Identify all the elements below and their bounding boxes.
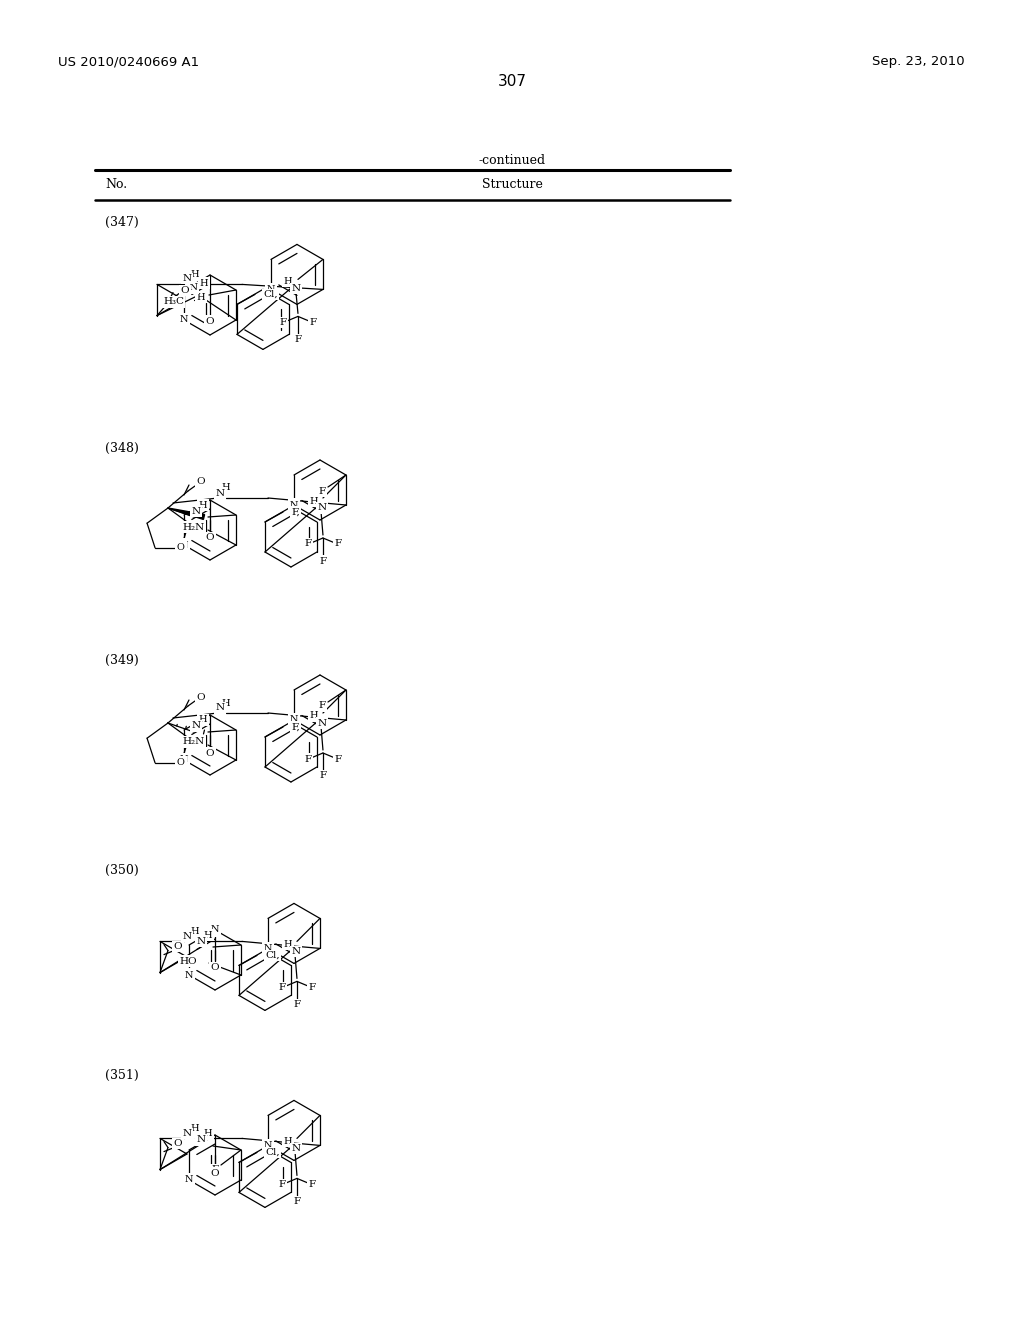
Text: H₂N: H₂N <box>183 738 205 747</box>
Text: F: F <box>319 771 327 780</box>
Text: H: H <box>284 940 292 949</box>
Text: F,: F, <box>291 507 300 516</box>
Text: N: N <box>191 722 201 730</box>
Text: Cl,: Cl, <box>265 950 280 960</box>
Text: N: N <box>264 944 272 953</box>
Text: O: O <box>180 286 189 296</box>
Text: N: N <box>191 507 201 516</box>
Text: Cl,: Cl, <box>263 290 278 298</box>
Text: N: N <box>180 315 188 325</box>
Text: (351): (351) <box>105 1068 138 1081</box>
Text: H: H <box>284 277 292 286</box>
Text: H: H <box>284 1137 292 1146</box>
Text: F: F <box>335 755 342 763</box>
Text: Sep. 23, 2010: Sep. 23, 2010 <box>872 55 965 69</box>
Text: N: N <box>317 718 327 727</box>
Text: H: H <box>199 715 207 725</box>
Text: N: N <box>182 1129 191 1138</box>
Text: (349): (349) <box>105 653 138 667</box>
Text: (348): (348) <box>105 441 139 454</box>
Text: O: O <box>197 478 205 487</box>
Text: N: N <box>180 540 188 549</box>
Text: H: H <box>204 931 212 940</box>
Text: 307: 307 <box>498 74 526 90</box>
Text: F: F <box>319 557 327 565</box>
Text: N: N <box>184 1176 194 1184</box>
Text: N: N <box>184 970 194 979</box>
Text: N: N <box>215 704 224 713</box>
Polygon shape <box>168 508 205 520</box>
Text: H: H <box>204 1130 212 1138</box>
Text: H: H <box>200 279 208 288</box>
Text: N: N <box>182 275 191 282</box>
Text: Structure: Structure <box>481 178 543 191</box>
Text: N: N <box>197 936 206 945</box>
Text: (347): (347) <box>105 215 138 228</box>
Text: H: H <box>190 927 200 936</box>
Text: F: F <box>335 540 342 549</box>
Text: H: H <box>197 293 205 301</box>
Text: O: O <box>211 1168 219 1177</box>
Text: H: H <box>309 711 318 721</box>
Text: O: O <box>211 964 219 973</box>
Text: F: F <box>294 335 301 345</box>
Text: HO: HO <box>179 957 197 965</box>
Text: O: O <box>177 758 185 767</box>
Text: N: N <box>292 284 300 293</box>
Text: F: F <box>318 701 326 710</box>
Text: N: N <box>197 1135 206 1144</box>
Text: N: N <box>188 284 198 293</box>
Text: N: N <box>292 1144 300 1152</box>
Text: F,: F, <box>291 722 300 731</box>
Text: N: N <box>211 925 219 935</box>
Text: N: N <box>317 503 327 512</box>
Text: N: N <box>182 932 191 941</box>
Text: F: F <box>308 1180 315 1189</box>
Text: O: O <box>206 317 214 326</box>
Text: F: F <box>211 1166 218 1175</box>
Text: H: H <box>190 1123 200 1133</box>
Text: H: H <box>221 483 230 492</box>
Text: F: F <box>279 983 286 991</box>
Text: H₃C: H₃C <box>163 297 184 306</box>
Text: O: O <box>174 942 182 952</box>
Text: F: F <box>304 755 311 763</box>
Text: O: O <box>197 693 205 701</box>
Text: US 2010/0240669 A1: US 2010/0240669 A1 <box>58 55 199 69</box>
Text: F: F <box>318 487 326 495</box>
Text: O: O <box>206 533 214 543</box>
Text: N: N <box>180 755 188 764</box>
Text: F: F <box>294 1197 300 1206</box>
Text: F: F <box>294 1001 300 1008</box>
Text: N: N <box>292 946 300 956</box>
Text: O: O <box>206 748 214 758</box>
Text: O: O <box>177 544 185 552</box>
Text: H: H <box>309 496 318 506</box>
Text: H₂N: H₂N <box>183 523 205 532</box>
Text: N: N <box>290 715 298 725</box>
Text: H: H <box>221 698 230 708</box>
Text: F: F <box>304 540 311 549</box>
Text: No.: No. <box>105 178 127 191</box>
Text: H: H <box>199 500 207 510</box>
Text: F: F <box>309 318 316 327</box>
Text: F: F <box>280 318 287 327</box>
Text: N: N <box>215 488 224 498</box>
Text: -continued: -continued <box>478 153 546 166</box>
Text: F: F <box>308 983 315 991</box>
Text: N: N <box>290 500 298 510</box>
Text: F: F <box>279 1180 286 1189</box>
Text: N: N <box>266 285 275 294</box>
Text: H: H <box>190 269 200 279</box>
Text: (350): (350) <box>105 863 138 876</box>
Text: N: N <box>264 1140 272 1150</box>
Text: Cl,: Cl, <box>265 1148 280 1156</box>
Text: O: O <box>174 1139 182 1148</box>
